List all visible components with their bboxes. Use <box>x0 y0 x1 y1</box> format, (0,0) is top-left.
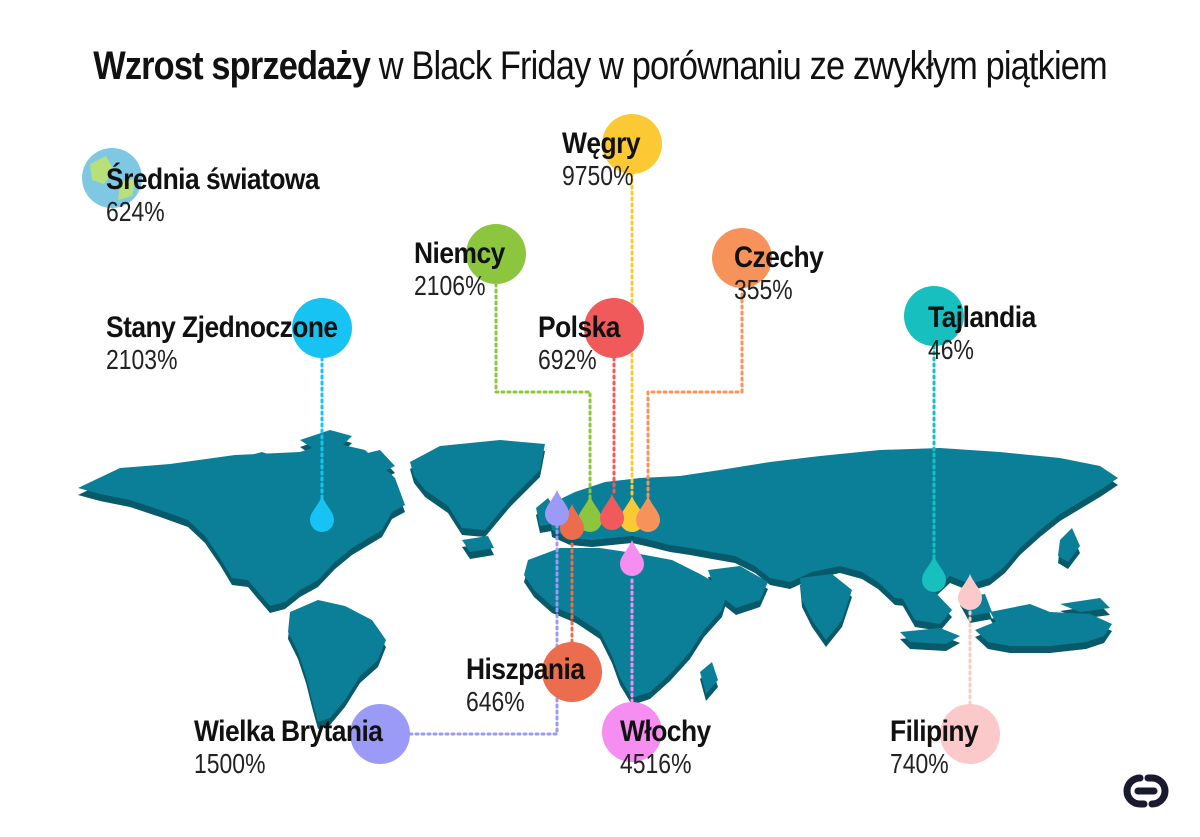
country-value: 2103% <box>106 344 178 375</box>
country-value: 46% <box>928 334 974 365</box>
canada-islands <box>240 430 395 474</box>
country-value: 4516% <box>620 748 692 779</box>
country-name: Polska <box>538 311 620 344</box>
pin-icon-hiszpania <box>560 504 584 540</box>
south-america <box>288 600 386 722</box>
pin-icon-filipiny <box>958 574 982 610</box>
circle-czechy <box>712 228 772 288</box>
country-value: 646% <box>466 686 525 717</box>
connector-wb <box>408 524 559 736</box>
circle-wb <box>350 704 410 764</box>
pin-icon-wlochy <box>620 540 644 576</box>
title-bold: Wzrost sprzedaży <box>93 44 371 88</box>
country-value: 1500% <box>194 748 266 779</box>
country-name: Stany Zjednoczone <box>106 311 338 344</box>
country-value: 624% <box>106 196 165 227</box>
circle-usa <box>292 298 352 358</box>
pin-icon-wb <box>545 490 569 526</box>
map-pins <box>310 490 982 610</box>
continents <box>78 430 1118 722</box>
label-filipiny: Filipiny 740% <box>890 716 990 780</box>
label-wegry: Węgry 9750% <box>562 128 651 192</box>
country-name: Filipiny <box>890 715 979 748</box>
title-rest: w Black Friday w porównaniu ze zwykłym p… <box>370 44 1108 88</box>
australia <box>975 612 1112 646</box>
label-tajlandia: Tajlandia 46% <box>928 302 1050 366</box>
north-america <box>78 442 405 606</box>
country-value: 2106% <box>414 270 486 301</box>
pin-icon-niemcy <box>578 496 602 532</box>
india <box>800 574 852 640</box>
label-wlochy: Włochy 4516% <box>620 716 723 780</box>
label-wb: Wielka Brytania 1500% <box>194 716 408 780</box>
circle-tajlandia <box>904 286 964 346</box>
africa <box>524 548 728 698</box>
country-value: 692% <box>538 344 597 375</box>
globe-land <box>118 178 136 200</box>
country-value: 9750% <box>562 160 634 191</box>
label-usa: Stany Zjednoczone 2103% <box>106 312 369 376</box>
label-niemcy: Niemcy 2106% <box>414 238 517 302</box>
connector-niemcy <box>494 282 592 500</box>
label-hiszpania: Hiszpania 646% <box>466 654 601 718</box>
pin-icon-polska <box>600 494 624 530</box>
iceland <box>462 536 494 552</box>
circle-niemcy <box>466 224 526 284</box>
country-name: Hiszpania <box>466 653 585 686</box>
circle-polska <box>584 298 644 358</box>
greenland <box>410 440 545 530</box>
country-name: Średnia światowa <box>106 163 320 196</box>
arabia <box>708 566 768 608</box>
japan <box>1058 528 1080 562</box>
globe-land <box>90 156 114 184</box>
circle-hiszpania <box>542 642 602 702</box>
country-name: Czechy <box>734 241 824 274</box>
country-value: 740% <box>890 748 949 779</box>
circle-wlochy <box>602 702 662 762</box>
country-name: Niemcy <box>414 237 505 270</box>
country-name: Wielka Brytania <box>194 715 383 748</box>
label-polska: Polska 692% <box>538 312 631 376</box>
connector-czechy <box>646 286 744 500</box>
circle-filipiny <box>940 704 1000 764</box>
country-value: 355% <box>734 274 793 305</box>
pin-icon-tajlandia <box>922 556 946 592</box>
label-czechy: Czechy 355% <box>734 242 835 306</box>
country-name: Włochy <box>620 715 711 748</box>
label-swiat: Średnia światowa 624% <box>106 164 348 228</box>
pin-icon-czechy <box>636 496 660 532</box>
brand-logo <box>1123 774 1169 808</box>
circle-wegry <box>602 114 662 174</box>
country-name: Tajlandia <box>928 301 1036 334</box>
madagascar <box>700 662 718 694</box>
europe-asia <box>548 448 1118 600</box>
label-circles <box>82 114 1000 764</box>
country-name: Węgry <box>562 127 641 160</box>
page-title: Wzrost sprzedaży w Black Friday w porówn… <box>84 44 1116 89</box>
pin-icon-usa <box>310 496 334 532</box>
